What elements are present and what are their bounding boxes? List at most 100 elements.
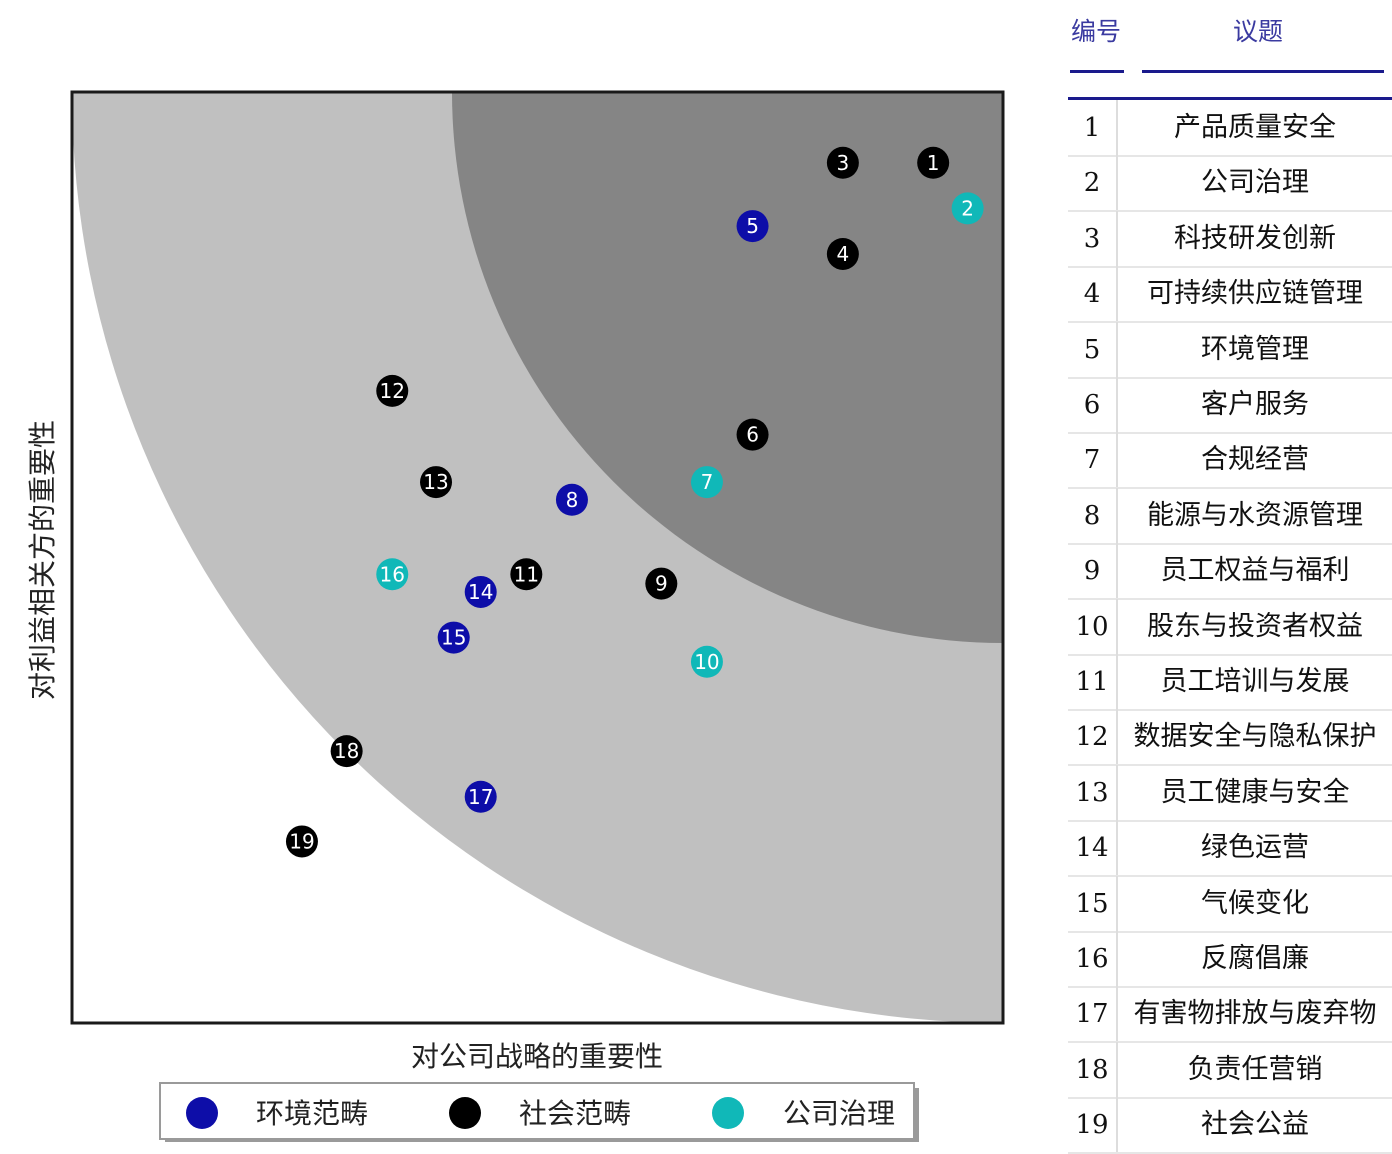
issue-number: 5 bbox=[1083, 334, 1101, 365]
issue-topic: 产品质量安全 bbox=[1174, 112, 1336, 143]
point-label: 6 bbox=[746, 423, 759, 447]
point-marker bbox=[951, 192, 984, 225]
point-label: 16 bbox=[380, 562, 405, 586]
data-point-12: 12 bbox=[376, 374, 409, 407]
issue-topic: 负责任营销 bbox=[1187, 1053, 1323, 1085]
issue-topic: 公司治理 bbox=[1201, 167, 1309, 199]
point-label: 5 bbox=[746, 214, 759, 238]
data-point-6: 6 bbox=[736, 418, 769, 451]
table-row: 1 产品质量安全 bbox=[1068, 100, 1392, 157]
legend-marker-gov bbox=[712, 1097, 744, 1129]
point-marker bbox=[826, 237, 859, 270]
issue-number: 18 bbox=[1075, 1054, 1109, 1085]
issue-number: 15 bbox=[1075, 888, 1109, 919]
table-row: 14 绿色运营 bbox=[1068, 820, 1392, 878]
legend-box bbox=[159, 1082, 915, 1140]
column-separator bbox=[1116, 598, 1118, 654]
legend-label-soc: 社会范畴 bbox=[519, 1097, 631, 1130]
point-label: 19 bbox=[289, 829, 314, 853]
table-row: 2 公司治理 bbox=[1068, 155, 1392, 213]
issue-topic: 客户服务 bbox=[1201, 389, 1309, 420]
table-row: 17 有害物排放与废弃物 bbox=[1068, 986, 1392, 1044]
issue-topic: 反腐倡廉 bbox=[1201, 943, 1309, 974]
column-separator bbox=[1116, 266, 1118, 322]
issue-number: 16 bbox=[1075, 944, 1109, 974]
issue-topic: 能源与水资源管理 bbox=[1147, 499, 1363, 531]
issue-number: 6 bbox=[1083, 390, 1101, 420]
issue-number: 1 bbox=[1083, 113, 1101, 143]
issue-number: 9 bbox=[1083, 556, 1101, 587]
data-point-16: 16 bbox=[376, 558, 409, 591]
legend: 环境范畴 社会范畴 公司治理 bbox=[159, 1082, 919, 1142]
issue-topic: 员工健康与安全 bbox=[1160, 776, 1350, 808]
data-point-19: 19 bbox=[285, 825, 318, 858]
issue-number: 3 bbox=[1083, 223, 1101, 254]
column-separator bbox=[1116, 543, 1118, 599]
zone-high bbox=[452, 92, 1003, 643]
issue-topic: 绿色运营 bbox=[1201, 832, 1309, 864]
data-point-5: 5 bbox=[736, 210, 769, 243]
table-row: 9 员工权益与福利 bbox=[1068, 543, 1392, 601]
column-separator bbox=[1116, 1097, 1118, 1153]
issue-topic: 合规经营 bbox=[1201, 444, 1309, 476]
point-marker bbox=[464, 780, 497, 813]
table-header-number: 编号 bbox=[1071, 17, 1122, 46]
issue-number: 2 bbox=[1083, 168, 1101, 199]
point-marker bbox=[510, 558, 543, 591]
point-marker bbox=[376, 558, 409, 591]
point-label: 18 bbox=[334, 739, 359, 763]
table-row: 3 科技研发创新 bbox=[1068, 210, 1392, 268]
point-label: 9 bbox=[655, 572, 668, 596]
table-row: 15 气候变化 bbox=[1068, 875, 1392, 933]
point-marker bbox=[420, 466, 453, 499]
data-point-3: 3 bbox=[826, 146, 859, 179]
point-label: 10 bbox=[694, 650, 719, 674]
table-row: 19 社会公益 bbox=[1068, 1097, 1392, 1154]
table-header-topic: 议题 bbox=[1233, 17, 1284, 46]
point-marker bbox=[555, 483, 588, 516]
point-marker bbox=[645, 567, 678, 600]
issue-number: 19 bbox=[1075, 1110, 1109, 1141]
column-separator bbox=[1116, 487, 1118, 543]
point-marker bbox=[736, 418, 769, 451]
column-separator bbox=[1116, 986, 1118, 1042]
legend-marker-soc bbox=[449, 1097, 481, 1129]
column-separator bbox=[1116, 820, 1118, 876]
data-point-1: 1 bbox=[917, 146, 950, 179]
issue-number: 11 bbox=[1075, 667, 1109, 697]
issue-number: 8 bbox=[1083, 500, 1101, 531]
point-marker bbox=[285, 825, 318, 858]
point-marker bbox=[736, 210, 769, 243]
point-label: 15 bbox=[441, 626, 466, 650]
x-axis-label: 对公司战略的重要性 bbox=[411, 1040, 663, 1073]
issue-topic: 气候变化 bbox=[1201, 887, 1309, 919]
point-label: 4 bbox=[837, 242, 850, 266]
table-row: 6 客户服务 bbox=[1068, 377, 1392, 434]
point-label: 17 bbox=[468, 785, 493, 809]
issue-topic: 员工权益与福利 bbox=[1160, 555, 1350, 587]
issue-number: 14 bbox=[1075, 833, 1109, 864]
issue-topic: 有害物排放与废弃物 bbox=[1133, 998, 1377, 1030]
table-row: 13 员工健康与安全 bbox=[1068, 764, 1392, 822]
column-separator bbox=[1116, 377, 1118, 432]
point-marker bbox=[330, 735, 363, 768]
issue-topic: 环境管理 bbox=[1201, 333, 1309, 365]
column-separator bbox=[1116, 654, 1118, 709]
point-label: 12 bbox=[380, 379, 405, 403]
legend-marker-env bbox=[186, 1097, 218, 1129]
issue-number: 7 bbox=[1083, 445, 1101, 476]
legend-label-gov: 公司治理 bbox=[783, 1097, 895, 1130]
point-marker bbox=[690, 645, 723, 678]
point-label: 13 bbox=[423, 470, 448, 494]
issue-topic: 科技研发创新 bbox=[1174, 222, 1336, 254]
data-point-17: 17 bbox=[464, 780, 497, 813]
point-marker bbox=[826, 146, 859, 179]
column-separator bbox=[1116, 432, 1118, 488]
point-label: 2 bbox=[961, 196, 974, 220]
point-label: 14 bbox=[468, 580, 493, 604]
data-point-13: 13 bbox=[420, 466, 453, 499]
issue-number: 17 bbox=[1075, 999, 1109, 1030]
column-separator bbox=[1116, 155, 1118, 211]
